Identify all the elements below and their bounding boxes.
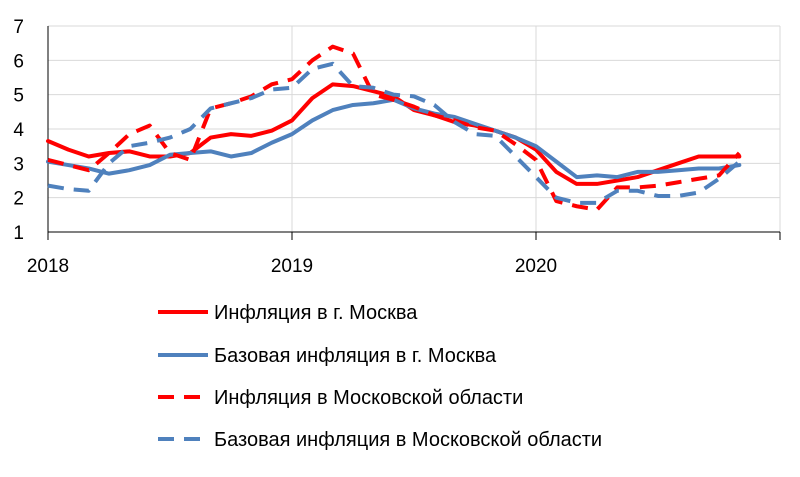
y-tick-label: 7 <box>13 17 24 38</box>
legend-label: Инфляция в Московской области <box>214 387 523 409</box>
legend-label: Инфляция в г. Москва <box>214 302 418 324</box>
x-tick-label: 2019 <box>271 256 313 277</box>
series-line-3 <box>47 44 741 212</box>
legend-item: Инфляция в г. Москва <box>158 302 418 324</box>
series-line-2 <box>46 97 742 180</box>
legend-item: Инфляция в Московской области <box>158 387 523 409</box>
legend: Инфляция в г. Москва Базовая инфляция в г… <box>158 302 602 451</box>
axes: 1 2 3 4 5 6 7 2018 2019 2020 <box>13 17 781 277</box>
y-tick-label: 5 <box>13 86 24 107</box>
y-tick-label: 6 <box>13 51 24 72</box>
y-tick-label: 3 <box>13 154 24 175</box>
y-tick-label: 2 <box>13 189 24 210</box>
legend-label: Базовая инфляция в Московской области <box>214 429 602 451</box>
x-tick-label: 2020 <box>515 256 557 277</box>
gridlines <box>48 25 781 232</box>
x-tick-label: 2018 <box>27 256 69 277</box>
series-line-4 <box>47 61 741 205</box>
y-tick-label: 4 <box>13 120 24 141</box>
legend-item: Базовая инфляция в Московской области <box>158 429 602 451</box>
series-lines <box>46 44 742 212</box>
legend-item: Базовая инфляция в г. Москва <box>158 345 497 367</box>
legend-label: Базовая инфляция в г. Москва <box>214 345 497 367</box>
y-tick-label: 1 <box>13 223 24 244</box>
